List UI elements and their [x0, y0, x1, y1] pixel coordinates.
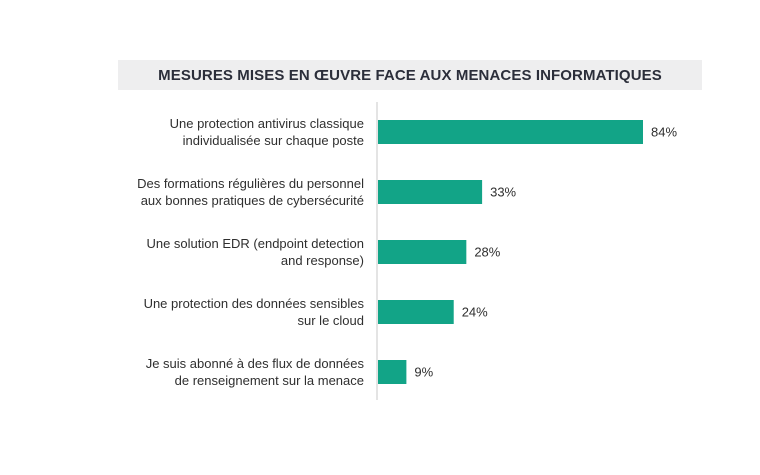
chart-title-bar: MESURES MISES EN ŒUVRE FACE AUX MENACES … [118, 60, 702, 90]
value-label-5: 9% [414, 365, 433, 380]
category-label-line: Des formations régulières du personnel [137, 176, 364, 191]
value-label-2: 33% [490, 185, 516, 200]
category-label-line: Je suis abonné à des flux de données [146, 356, 365, 371]
bars-group: 84% Une protection antivirus classique ind… [137, 116, 677, 388]
chart-title: MESURES MISES EN ŒUVRE FACE AUX MENACES … [158, 66, 662, 84]
bar-2 [378, 180, 483, 204]
category-label-4: Une protection des données sensibles sur … [144, 296, 365, 328]
bar-3 [378, 240, 467, 264]
category-label-line: aux bonnes pratiques de cybersécurité [141, 193, 364, 208]
value-label-4: 24% [462, 305, 488, 320]
category-label-line: individualisée sur chaque poste [183, 133, 364, 148]
category-label-line: de renseignement sur la menace [175, 373, 364, 388]
category-label-3: Une solution EDR (endpoint detection and … [146, 236, 364, 268]
value-label-3: 28% [474, 245, 500, 260]
category-label-line: and response) [281, 253, 364, 268]
category-label-line: sur le cloud [298, 313, 364, 328]
category-label-2: Des formations régulières du personnel au… [137, 176, 364, 208]
category-label-line: Une protection des données sensibles [144, 296, 365, 311]
bar-5 [378, 360, 407, 384]
category-label-5: Je suis abonné à des flux de données de r… [146, 356, 365, 388]
category-label-line: Une solution EDR (endpoint detection [146, 236, 364, 251]
bar-4 [378, 300, 454, 324]
category-label-line: Une protection antivirus classique [170, 116, 364, 131]
bar-1 [378, 120, 643, 144]
category-label-1: Une protection antivirus classique indivi… [170, 116, 364, 148]
value-label-1: 84% [651, 125, 677, 140]
